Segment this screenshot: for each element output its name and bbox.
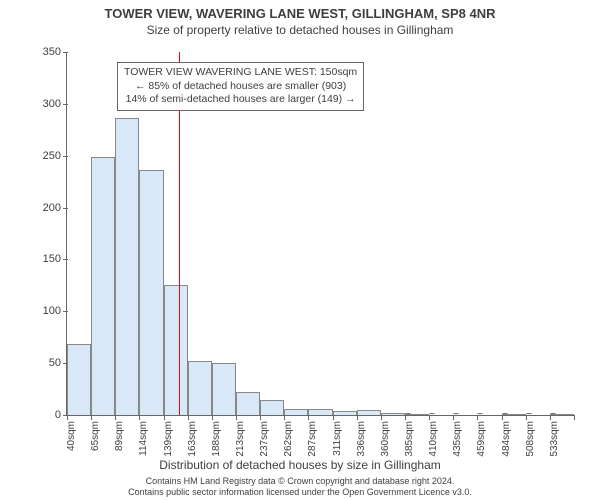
x-tick-mark — [574, 415, 575, 420]
footer-line-1: Contains HM Land Registry data © Crown c… — [0, 476, 600, 487]
histogram-bar — [284, 409, 308, 415]
y-tick: 250 — [43, 150, 67, 162]
x-tick: 89sqm — [114, 415, 125, 451]
x-tick: 139sqm — [163, 415, 174, 457]
histogram-bar — [188, 361, 212, 415]
histogram-bar — [405, 414, 429, 415]
annotation-line-3: 14% of semi-detached houses are larger (… — [124, 93, 357, 107]
y-tick: 50 — [49, 357, 67, 369]
annotation-line-2: ← 85% of detached houses are smaller (90… — [124, 80, 357, 94]
histogram-bar — [115, 118, 139, 415]
chart-plot-area: 05010015020025030035040sqm65sqm89sqm114s… — [66, 52, 574, 416]
y-tick: 150 — [43, 253, 67, 265]
histogram-bar — [212, 363, 236, 415]
x-tick: 311sqm — [332, 415, 343, 456]
histogram-bar — [308, 409, 332, 415]
histogram-bar — [260, 400, 284, 415]
x-tick: 410sqm — [428, 415, 439, 457]
histogram-bar — [164, 285, 188, 415]
histogram-bar — [502, 414, 526, 415]
y-tick: 350 — [43, 46, 67, 58]
histogram-bar — [357, 410, 381, 415]
x-tick: 336sqm — [356, 415, 367, 457]
x-tick: 385sqm — [404, 415, 415, 457]
footer-line-2: Contains public sector information licen… — [0, 487, 600, 498]
x-tick: 262sqm — [283, 415, 294, 457]
x-axis-label: Distribution of detached houses by size … — [0, 458, 600, 472]
x-tick: 114sqm — [138, 415, 149, 456]
x-tick: 287sqm — [307, 415, 318, 457]
histogram-bar — [550, 414, 574, 415]
chart-footer: Contains HM Land Registry data © Crown c… — [0, 476, 600, 498]
chart-title: TOWER VIEW, WAVERING LANE WEST, GILLINGH… — [0, 6, 600, 21]
x-tick: 435sqm — [452, 415, 463, 457]
chart-subtitle: Size of property relative to detached ho… — [0, 23, 600, 37]
histogram-bar — [333, 411, 357, 415]
x-tick: 213sqm — [235, 415, 246, 457]
x-tick: 459sqm — [476, 415, 487, 457]
x-tick: 188sqm — [211, 415, 222, 457]
histogram-bar — [139, 170, 163, 415]
x-tick: 533sqm — [549, 415, 560, 457]
x-tick: 163sqm — [187, 415, 198, 457]
x-tick: 508sqm — [525, 415, 536, 457]
x-tick: 237sqm — [259, 415, 270, 457]
y-tick: 200 — [43, 202, 67, 214]
x-tick: 40sqm — [66, 415, 77, 451]
x-tick: 65sqm — [90, 415, 101, 451]
x-tick: 484sqm — [501, 415, 512, 457]
y-tick: 300 — [43, 98, 67, 110]
histogram-bar — [236, 392, 260, 415]
histogram-bar — [381, 413, 405, 415]
x-tick: 360sqm — [380, 415, 391, 457]
histogram-bar — [91, 157, 115, 415]
y-tick: 100 — [43, 305, 67, 317]
annotation-line-1: TOWER VIEW WAVERING LANE WEST: 150sqm — [124, 66, 357, 80]
histogram-bar — [67, 344, 91, 415]
property-annotation-box: TOWER VIEW WAVERING LANE WEST: 150sqm ← … — [117, 62, 364, 111]
